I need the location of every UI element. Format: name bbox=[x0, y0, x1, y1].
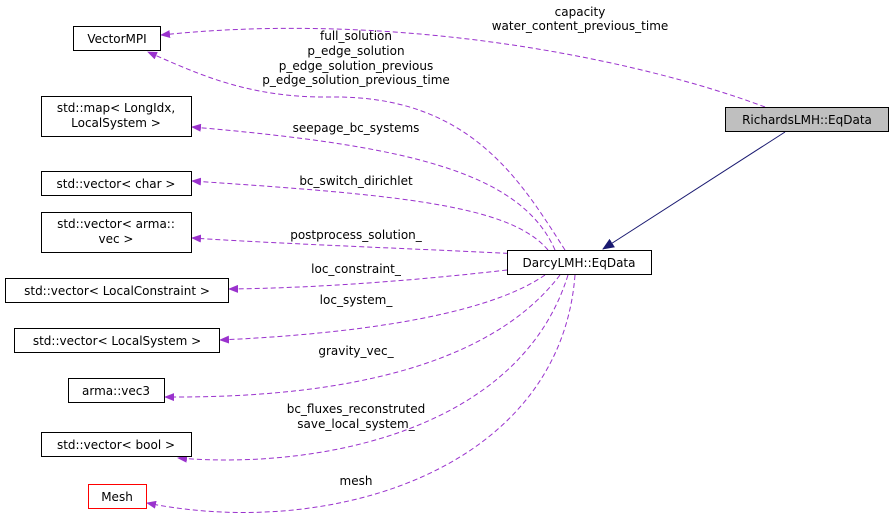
node-label: arma::vec3 bbox=[82, 384, 150, 398]
node-label: vec > bbox=[99, 232, 134, 246]
node-arma-vec3[interactable]: arma::vec3 bbox=[68, 378, 165, 403]
edge-darcy-vector-bool bbox=[177, 274, 569, 463]
node-darcy-eqdata[interactable]: DarcyLMH::EqData bbox=[507, 250, 652, 275]
edge-label: loc_system_ bbox=[320, 293, 394, 307]
edge-label: p_edge_solution_previous bbox=[279, 59, 433, 73]
node-label: VectorMPI bbox=[87, 32, 146, 46]
edge-label: seepage_bc_systems bbox=[293, 121, 420, 135]
node-richards-eqdata: RichardsLMH::EqData bbox=[725, 107, 889, 132]
node-vector-local-constraint[interactable]: std::vector< LocalConstraint > bbox=[5, 278, 229, 303]
edge-darcy-vector-mpi bbox=[147, 51, 566, 251]
edge-label: bc_switch_dirichlet bbox=[299, 174, 413, 188]
edge-label: bc_fluxes_reconstruted bbox=[287, 402, 426, 416]
edge-label: mesh bbox=[340, 474, 373, 488]
node-label: std::vector< bool > bbox=[57, 438, 175, 452]
edge-richards-vector-mpi bbox=[160, 27, 766, 108]
edge-darcy-mesh bbox=[146, 274, 576, 513]
node-label: std::vector< LocalSystem > bbox=[33, 334, 201, 348]
node-label: std::vector< char > bbox=[57, 177, 176, 191]
node-vector-char[interactable]: std::vector< char > bbox=[41, 171, 192, 196]
edge-label: postprocess_solution_ bbox=[290, 228, 423, 242]
node-label: DarcyLMH::EqData bbox=[523, 256, 636, 270]
edge-label: p_edge_solution bbox=[307, 44, 404, 58]
node-label: std::vector< arma:: bbox=[57, 217, 175, 231]
edge-darcy-vector-char bbox=[191, 177, 549, 251]
edge-label: save_local_system_ bbox=[297, 417, 415, 431]
node-label: RichardsLMH::EqData bbox=[742, 113, 872, 127]
edge-label: p_edge_solution_previous_time bbox=[262, 73, 450, 87]
node-label: std::map< LongIdx, bbox=[57, 101, 175, 115]
node-label: std::vector< LocalConstraint > bbox=[24, 284, 210, 298]
edge-label: full_solution bbox=[320, 29, 392, 43]
edge-label: water_content_previous_time bbox=[492, 19, 669, 33]
edge-label: gravity_vec_ bbox=[318, 344, 394, 358]
node-vector-local-system[interactable]: std::vector< LocalSystem > bbox=[14, 328, 220, 353]
edge-label: loc_constraint_ bbox=[311, 262, 402, 276]
edge-darcy-std-map bbox=[191, 123, 556, 251]
edge-darcy-vector-local-constraint bbox=[228, 269, 508, 293]
edge-darcy-arma-vec3 bbox=[164, 274, 561, 402]
node-label: LocalSystem > bbox=[71, 116, 161, 130]
node-vector-bool[interactable]: std::vector< bool > bbox=[41, 432, 192, 457]
node-label: Mesh bbox=[101, 490, 133, 504]
edge-label: capacity bbox=[555, 5, 606, 19]
node-vector-mpi[interactable]: VectorMPI bbox=[73, 26, 161, 51]
node-mesh[interactable]: Mesh bbox=[88, 484, 147, 509]
node-std-map[interactable]: std::map< LongIdx, LocalSystem > bbox=[41, 96, 192, 137]
node-vector-arma-vec[interactable]: std::vector< arma:: vec > bbox=[41, 212, 192, 253]
edge-richards-darcy-inheritance bbox=[602, 131, 786, 250]
edge-darcy-vector-local-system bbox=[219, 274, 546, 344]
